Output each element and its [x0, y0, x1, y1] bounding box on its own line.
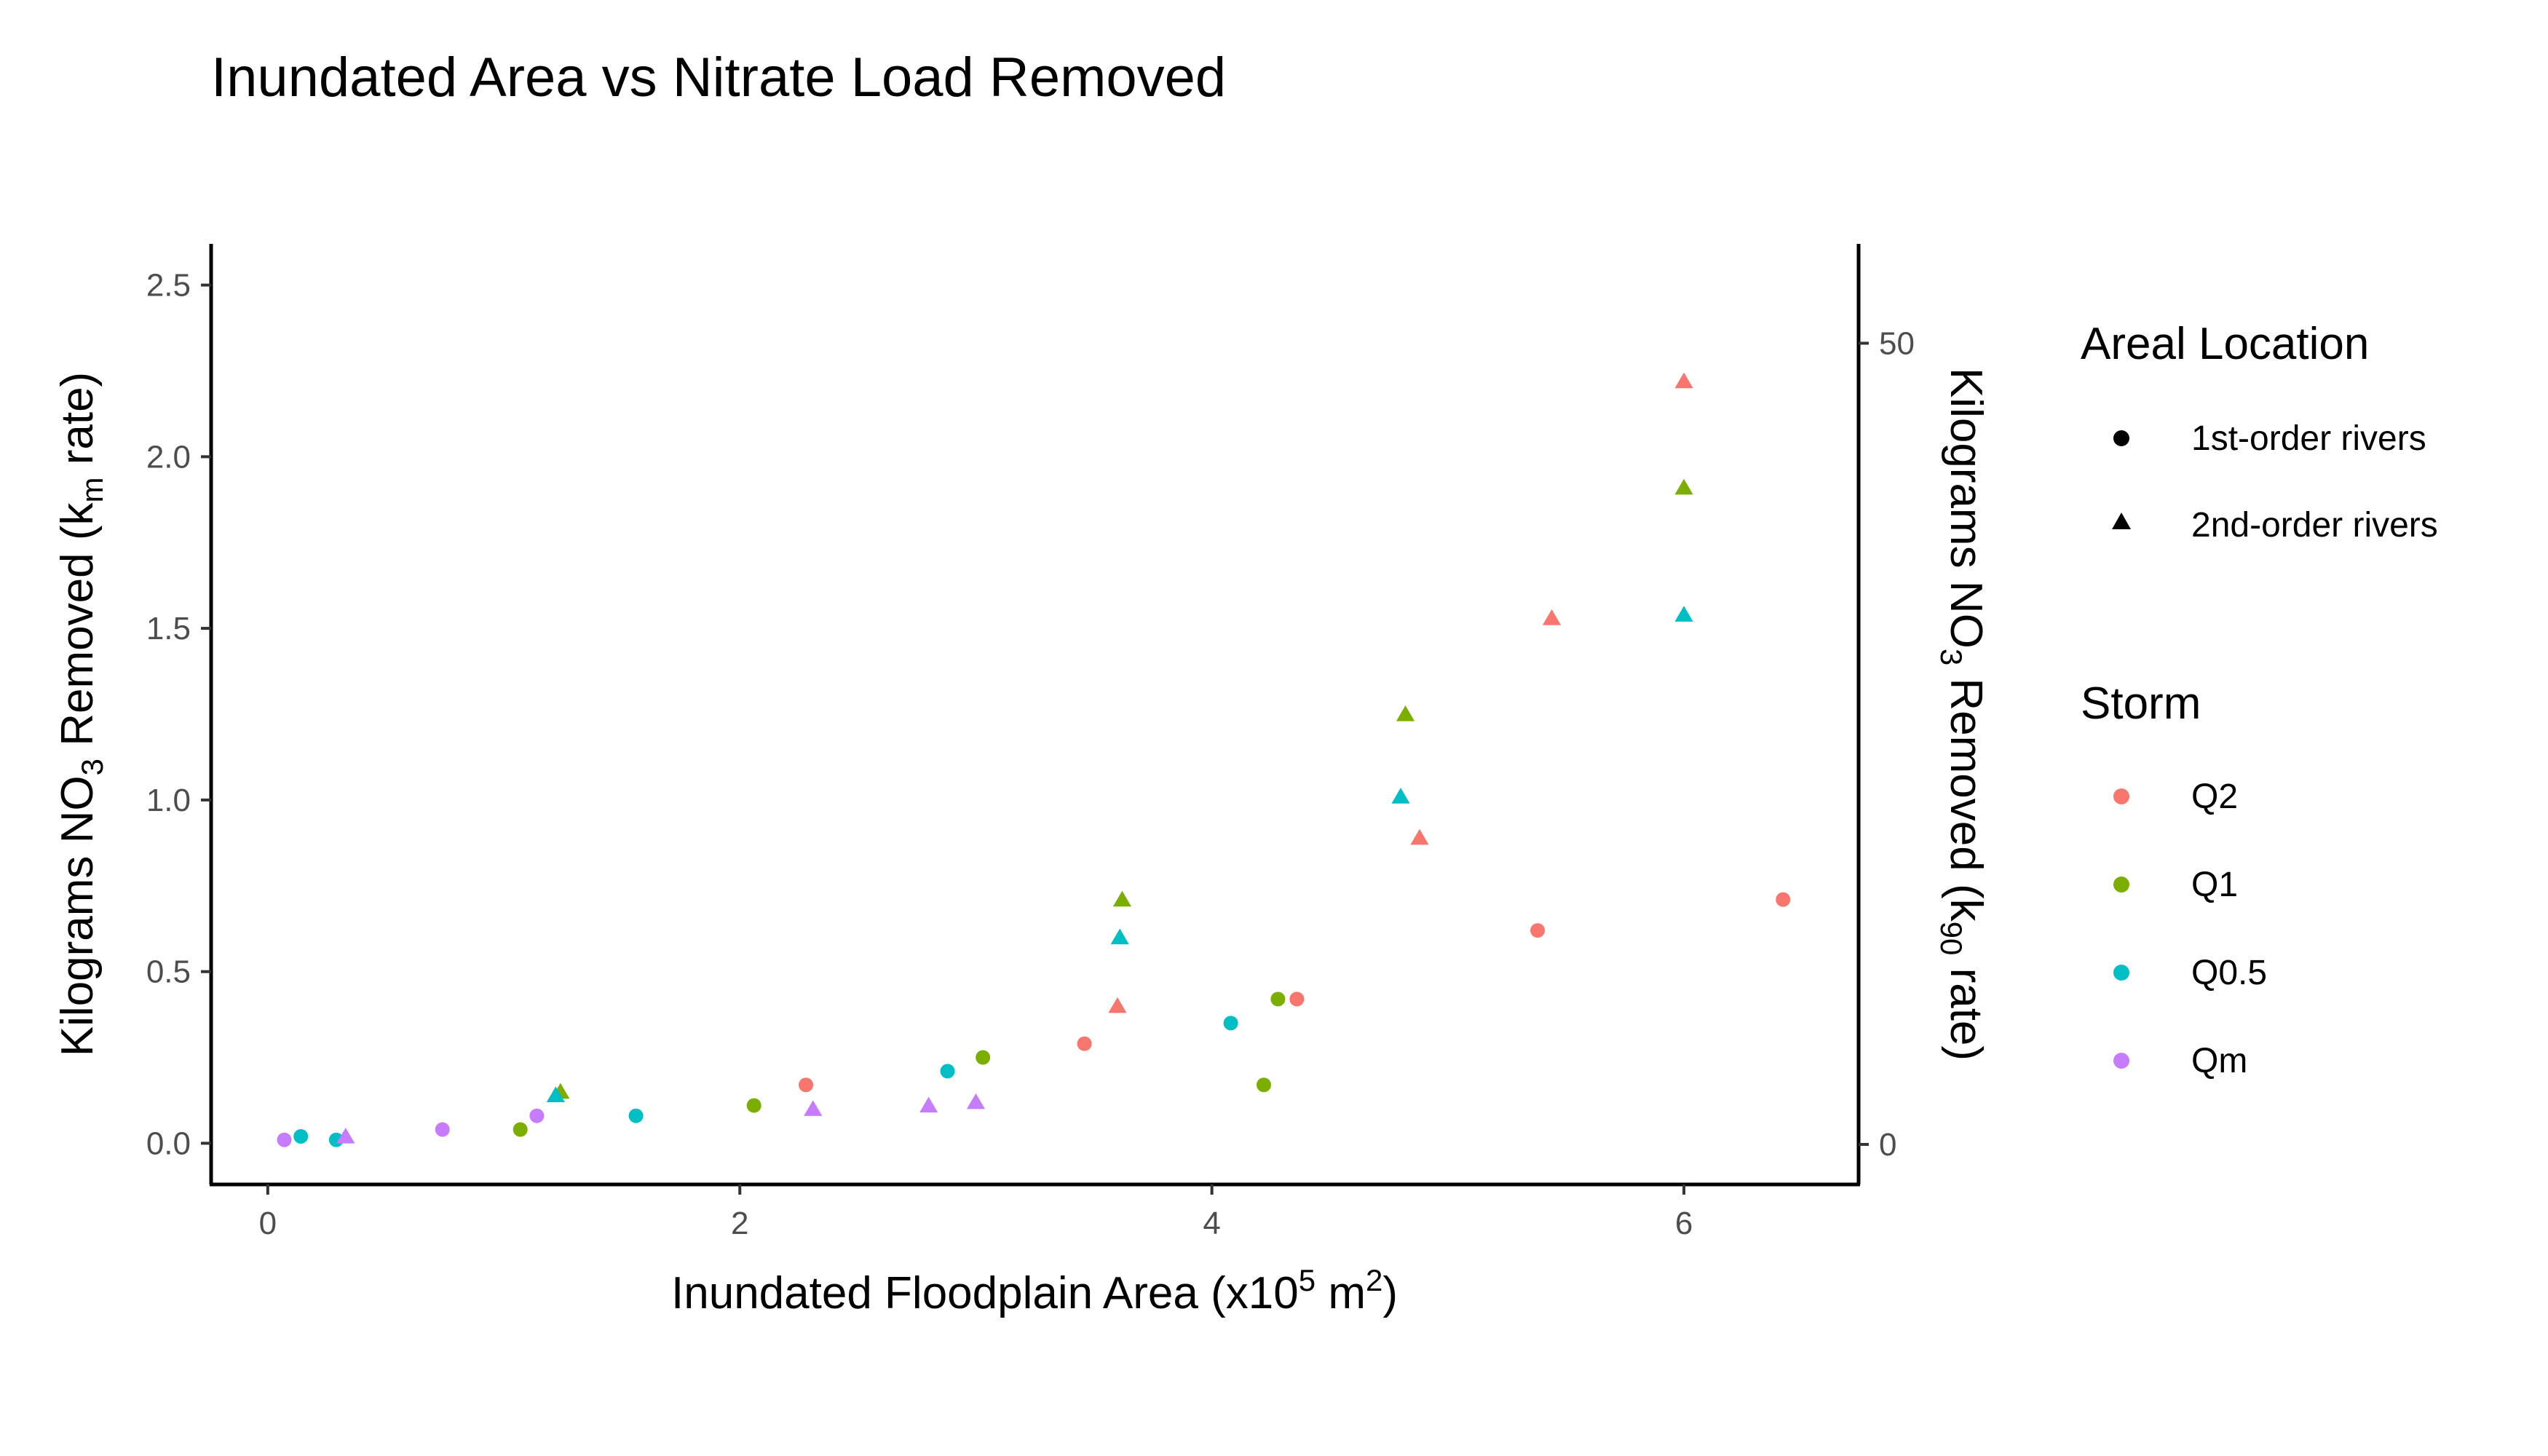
y-right-tick-label: 0 — [1879, 1127, 1896, 1163]
y-left-tick-label: 2.0 — [146, 439, 191, 475]
point-q1-1st-order — [1256, 1077, 1271, 1093]
point-q05-2nd-order — [1674, 606, 1693, 622]
point-q1-1st-order — [513, 1122, 528, 1137]
point-q05-1st-order — [293, 1128, 309, 1144]
point-qm-2nd-order — [804, 1100, 823, 1116]
legend-key-circle-icon — [2113, 430, 2129, 446]
point-q2-2nd-order — [1108, 997, 1127, 1013]
x-tick-label: 4 — [1203, 1206, 1220, 1241]
point-qm-1st-order — [435, 1122, 450, 1137]
y-axis-right-title: Kilograms NO3 Removed (k90 rate) — [1934, 368, 1991, 1061]
point-qm-2nd-order — [966, 1093, 986, 1109]
legend-label-q1: Q1 — [2191, 866, 2238, 904]
chart-title: Inundated Area vs Nitrate Load Removed — [211, 47, 1226, 108]
point-q2-2nd-order — [1410, 828, 1429, 845]
point-q1-2nd-order — [1674, 478, 1693, 495]
point-qm-1st-order — [277, 1132, 292, 1147]
y-left-tick-label: 1.5 — [146, 611, 191, 646]
y-axis-left-title: Kilograms NO3 Removed (km rate) — [52, 372, 109, 1056]
y-left-ticks: 0.0 0.5 1.0 1.5 2.0 2.5 — [146, 268, 211, 1161]
legend-label-1st-order: 1st-order rivers — [2191, 419, 2426, 458]
legend-key-q2-icon — [2113, 788, 2129, 804]
y-left-tick-label: 0.5 — [146, 954, 191, 990]
point-q1-1st-order — [746, 1098, 761, 1113]
point-q1-1st-order — [976, 1050, 991, 1065]
legend-key-q05-icon — [2113, 965, 2129, 981]
point-q2-1st-order — [1530, 923, 1546, 938]
point-q2-2nd-order — [1674, 372, 1693, 389]
legend-key-q1-icon — [2113, 877, 2129, 893]
point-q05-2nd-order — [1110, 928, 1129, 945]
y-right-tick-label: 50 — [1879, 325, 1915, 361]
point-q05-1st-order — [328, 1132, 344, 1147]
point-q1-2nd-order — [1112, 890, 1132, 907]
x-ticks: 0 2 4 6 — [259, 1184, 1693, 1241]
legend-title-storm: Storm — [2081, 678, 2201, 729]
legend-title-areal-location: Areal Location — [2081, 319, 2369, 369]
point-q1-1st-order — [1270, 992, 1286, 1007]
point-qm-1st-order — [529, 1108, 545, 1123]
y-left-tick-label: 1.0 — [146, 783, 191, 818]
point-q2-1st-order — [1776, 892, 1791, 907]
point-q05-1st-order — [1223, 1016, 1238, 1031]
legend-key-triangle-icon — [2112, 513, 2131, 529]
point-qm-2nd-order — [919, 1096, 938, 1113]
point-q05-1st-order — [628, 1108, 644, 1123]
y-left-tick-label: 0.0 — [146, 1125, 191, 1161]
x-tick-label: 0 — [259, 1206, 277, 1241]
x-axis-title: Inundated Floodplain Area (x105 m2) — [671, 1263, 1398, 1318]
data-points — [277, 372, 1791, 1147]
point-qm-2nd-order — [336, 1127, 355, 1144]
x-tick-label: 2 — [731, 1206, 748, 1241]
y-right-ticks: 0 50 — [1859, 325, 1915, 1163]
legend: Areal Location 1st-order rivers 2nd-orde… — [2081, 319, 2438, 1080]
point-q05-1st-order — [940, 1064, 955, 1079]
point-q2-2nd-order — [1542, 609, 1562, 625]
legend-key-qm-icon — [2113, 1053, 2129, 1069]
y-left-tick-label: 2.5 — [146, 268, 191, 304]
point-q05-2nd-order — [1391, 788, 1410, 804]
x-tick-label: 6 — [1675, 1206, 1693, 1241]
axes — [209, 244, 1861, 1187]
point-q2-1st-order — [1289, 992, 1305, 1007]
point-q2-1st-order — [799, 1077, 814, 1093]
legend-label-q2: Q2 — [2191, 778, 2238, 816]
legend-label-q05: Q0.5 — [2191, 954, 2267, 992]
legend-label-2nd-order: 2nd-order rivers — [2191, 506, 2438, 545]
point-q1-2nd-order — [1396, 705, 1415, 721]
legend-label-qm: Qm — [2191, 1042, 2247, 1080]
point-q05-2nd-order — [546, 1086, 565, 1103]
point-q2-1st-order — [1077, 1036, 1092, 1051]
